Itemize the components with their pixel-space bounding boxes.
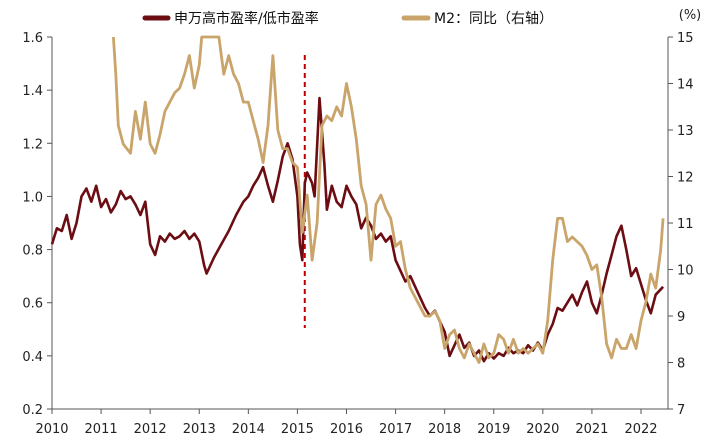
x-tick-label: 2011 — [85, 422, 118, 437]
left-y-tick-label: 0.4 — [22, 350, 43, 365]
left-y-tick-label: 1.2 — [22, 137, 43, 152]
legend-label-m2: M2：同比（右轴） — [434, 11, 553, 27]
right-y-tick-label: 7 — [677, 403, 685, 418]
x-tick-label: 2018 — [428, 422, 461, 437]
series-layer — [50, 35, 665, 364]
right-y-tick-label: 15 — [677, 31, 694, 46]
x-tick-label: 2012 — [134, 422, 167, 437]
x-tick-label: 2020 — [526, 422, 559, 437]
right-axis-unit: (%) — [679, 8, 702, 23]
left-y-tick-label: 0.6 — [22, 297, 43, 312]
x-tick-label: 2014 — [232, 422, 265, 437]
x-tick-label: 2019 — [477, 422, 510, 437]
left-y-tick-label: 1.4 — [22, 84, 43, 99]
right-y-tick-label: 14 — [677, 78, 694, 93]
left-y-tick-label: 1.6 — [22, 31, 43, 46]
series-line-m2 — [112, 35, 665, 364]
left-y-tick-label: 0.2 — [22, 403, 43, 418]
x-tick-label: 2021 — [575, 422, 608, 437]
right-y-tick-labels: 7 8 9 10 11 12 13 14 15 — [668, 31, 694, 418]
series-line-pe-ratio — [50, 96, 665, 363]
x-tick-label: 2017 — [379, 422, 412, 437]
x-tick-label: 2013 — [183, 422, 216, 437]
x-tick-label: 2015 — [281, 422, 314, 437]
right-y-tick-label: 13 — [677, 124, 694, 139]
right-y-tick-label: 10 — [677, 264, 694, 279]
right-y-tick-label: 12 — [677, 171, 694, 186]
x-tick-label: 2010 — [35, 422, 68, 437]
right-y-tick-label: 8 — [677, 357, 685, 372]
legend-label-pe-ratio: 申万高市盈率/低市盈率 — [174, 10, 319, 27]
x-tick-labels: 2010 2011 2012 2013 2014 2015 2016 2017 2018 2019… — [35, 409, 658, 437]
left-y-tick-label: 1.0 — [22, 190, 43, 205]
left-y-tick-labels: 0.2 0.4 0.6 0.8 1.0 1.2 1.4 1.6 — [22, 31, 52, 418]
left-y-tick-label: 0.8 — [22, 244, 43, 259]
right-y-tick-label: 11 — [677, 217, 694, 232]
x-tick-label: 2016 — [330, 422, 363, 437]
right-y-tick-label: 9 — [677, 310, 685, 325]
x-tick-label: 2022 — [624, 422, 657, 437]
legend: 申万高市盈率/低市盈率 M2：同比（右轴） — [142, 10, 553, 27]
